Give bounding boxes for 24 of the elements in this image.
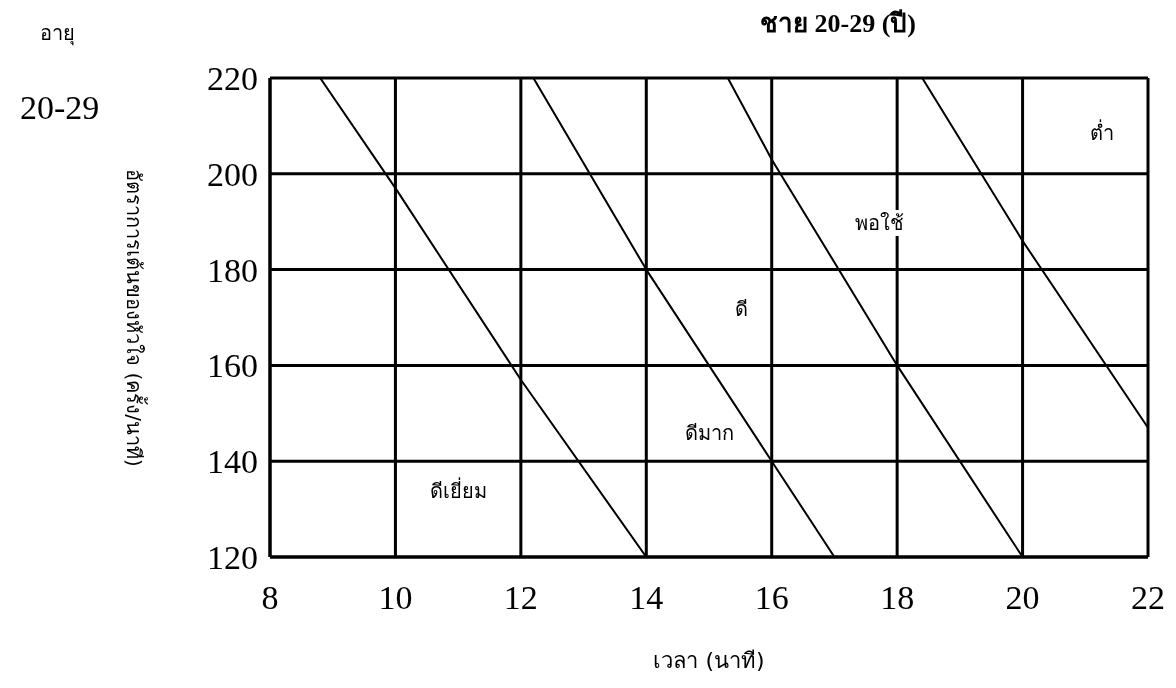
- x-tick-label: 22: [1131, 579, 1165, 617]
- x-tick-label: 20: [1005, 579, 1040, 617]
- y-tick-label: 140: [207, 443, 258, 481]
- x-tick-label: 18: [880, 579, 915, 617]
- y-tick-label: 220: [207, 60, 258, 98]
- annotation: พอใช้: [855, 210, 904, 236]
- text: อายุ: [40, 20, 75, 46]
- text: 20-29: [20, 88, 100, 128]
- x-tick-label: 16: [754, 579, 789, 617]
- annotation: ต่ำ: [1090, 120, 1114, 146]
- y-tick-label: 200: [207, 155, 258, 193]
- y-tick-label: 160: [207, 347, 258, 385]
- x-tick-label: 14: [629, 579, 664, 617]
- y-tick-label: 180: [207, 251, 258, 289]
- annotation: ดีเยี่ยม: [430, 478, 487, 504]
- x-axis-title: เวลา (นาที): [653, 648, 765, 673]
- x-tick-label: 8: [261, 579, 279, 617]
- annotation: ดีมาก: [685, 420, 734, 446]
- y-axis-title: อัตราการเต้นของหัวใจ (ครั้ง/นาที): [121, 169, 149, 467]
- y-tick-label: 120: [207, 539, 258, 577]
- chart-title: ชาย 20-29 (ปี): [760, 9, 916, 38]
- x-tick-label: 10: [378, 579, 413, 617]
- annotation: ดี: [735, 296, 748, 322]
- x-tick-label: 12: [503, 579, 538, 617]
